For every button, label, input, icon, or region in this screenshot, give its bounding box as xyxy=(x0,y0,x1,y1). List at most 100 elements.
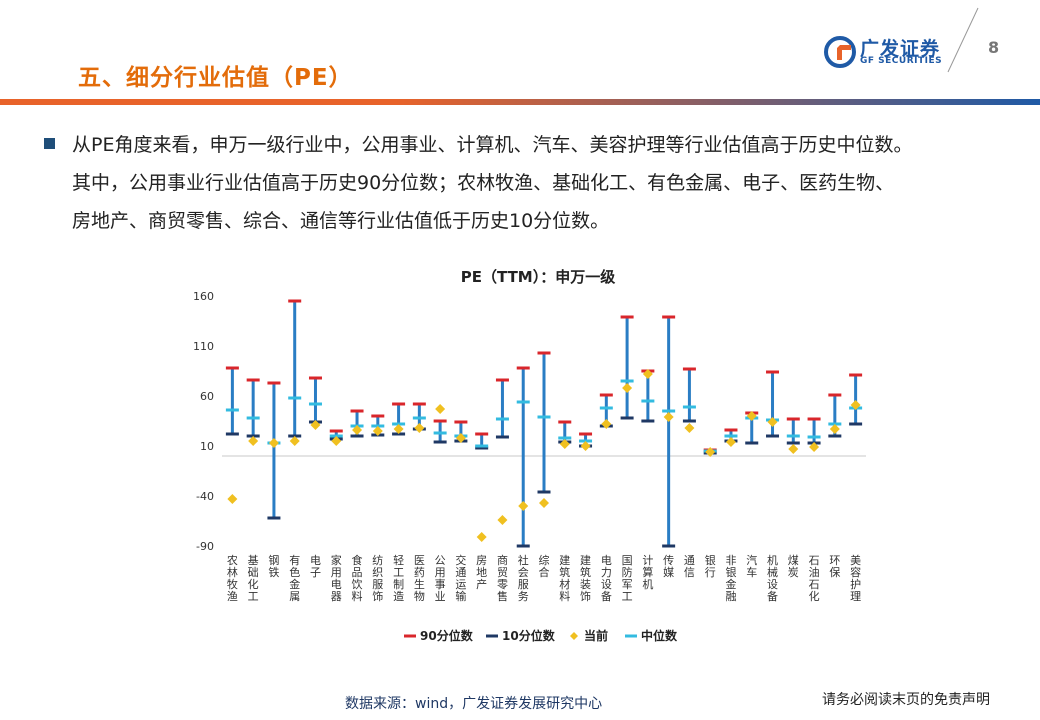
current-mark xyxy=(850,400,861,410)
header-color-bar xyxy=(0,99,1040,105)
current-mark xyxy=(518,501,529,511)
y-tick-label: -40 xyxy=(196,490,214,503)
x-tick-label: 石油石化 xyxy=(809,554,820,603)
legend-item: 90分位数 xyxy=(404,628,474,643)
bullet-square-icon xyxy=(44,138,55,149)
current-mark xyxy=(829,424,840,434)
current-mark xyxy=(497,515,508,525)
gf-logo-icon xyxy=(824,36,856,68)
current-mark xyxy=(767,417,778,427)
x-tick-label: 计算机 xyxy=(642,554,653,591)
industry-range-group xyxy=(579,432,593,451)
current-mark xyxy=(539,498,549,508)
x-tick-label: 家用电器 xyxy=(331,553,342,603)
page-number: 8 xyxy=(988,38,1000,57)
company-logo: 广发证券 GF SECURITIES xyxy=(824,34,944,70)
current-mark xyxy=(642,369,653,379)
x-tick-label: 传媒 xyxy=(663,554,674,579)
current-mark xyxy=(725,437,736,447)
current-mark xyxy=(684,423,695,433)
current-mark xyxy=(746,411,757,421)
current-mark xyxy=(372,426,383,436)
industry-range-group xyxy=(246,378,260,446)
current-mark xyxy=(705,447,716,457)
industry-range-group xyxy=(682,367,696,433)
legend-item: 中位数 xyxy=(625,628,678,643)
industry-range-group xyxy=(599,393,613,429)
x-tick-label: 公用事业 xyxy=(435,554,446,603)
y-tick-label: -90 xyxy=(196,540,214,553)
legend-item: 10分位数 xyxy=(486,628,556,643)
industry-range-group xyxy=(454,420,468,443)
x-tick-label: 银行 xyxy=(705,553,716,579)
current-mark xyxy=(809,442,820,452)
chart-marks xyxy=(225,299,863,548)
current-mark xyxy=(455,433,466,443)
current-mark xyxy=(268,438,279,448)
x-tick-label: 汽车 xyxy=(746,553,757,579)
industry-range-group xyxy=(329,429,343,446)
chart-legend: 90分位数 10分位数 当前 中位数 xyxy=(404,628,678,643)
industry-range-group xyxy=(516,366,530,548)
x-tick-label: 建筑材料 xyxy=(559,553,570,603)
current-mark xyxy=(393,424,404,434)
x-tick-label: 钢铁 xyxy=(268,554,279,579)
legend-label: 90分位数 xyxy=(420,628,474,643)
x-tick-label: 轻工制造 xyxy=(393,553,404,603)
industry-range-group xyxy=(392,402,406,436)
legend-label: 10分位数 xyxy=(502,628,556,643)
x-tick-label: 农林牧渔 xyxy=(227,553,238,603)
x-tick-label: 建筑装饰 xyxy=(580,553,591,603)
x-tick-label: 国防军工 xyxy=(622,554,633,603)
x-tick-label: 电力设备 xyxy=(601,554,612,603)
current-mark xyxy=(622,383,633,393)
industry-range-group xyxy=(724,428,738,447)
x-tick-label: 基础化工 xyxy=(248,554,259,603)
industry-range-group xyxy=(267,381,281,520)
summary-line: 从PE角度来看，申万一级行业中，公用事业、计算机、汽车、美容护理等行业估值高于历… xyxy=(72,134,913,156)
industry-range-group xyxy=(786,417,800,454)
x-tick-label: 社会服务 xyxy=(518,553,529,603)
industry-range-group xyxy=(537,351,551,508)
x-tick-label: 通信 xyxy=(684,554,695,579)
industry-range-group xyxy=(371,414,385,437)
current-mark xyxy=(476,532,487,542)
current-mark xyxy=(601,419,612,429)
current-mark xyxy=(248,436,259,446)
x-tick-label: 美容护理 xyxy=(850,554,861,603)
page-title: 五、细分行业估值（PE） xyxy=(78,65,353,91)
industry-range-group xyxy=(475,432,489,542)
industry-range-group xyxy=(641,369,655,423)
industry-range-group xyxy=(807,417,821,452)
current-mark xyxy=(580,441,591,451)
logo-text-en: GF SECURITIES xyxy=(860,56,943,66)
y-tick-label: 160 xyxy=(193,290,214,303)
current-mark xyxy=(663,412,674,422)
legend-swatch xyxy=(570,632,578,640)
current-mark xyxy=(414,423,425,433)
summary-line: 其中，公用事业行业估值高于历史90分位数；农林牧渔、基础化工、有色金属、电子、医… xyxy=(72,172,895,194)
x-tick-label: 环保 xyxy=(829,554,840,579)
disclaimer-link[interactable]: 请务必阅读末页的免责声明 xyxy=(822,692,990,708)
industry-range-group xyxy=(308,376,322,430)
industry-range-group xyxy=(288,299,302,446)
industry-range-group xyxy=(828,393,842,438)
current-mark xyxy=(310,420,321,430)
legend-item: 当前 xyxy=(570,628,608,643)
current-mark xyxy=(352,425,363,435)
industry-range-group xyxy=(350,409,364,438)
x-tick-label: 纺织服饰 xyxy=(372,553,383,603)
current-mark xyxy=(227,494,238,504)
legend-label: 当前 xyxy=(584,628,608,643)
x-tick-label: 有色金属 xyxy=(289,553,300,603)
x-tick-label: 房地产 xyxy=(476,554,487,591)
x-tick-label: 食品饮料 xyxy=(352,553,363,603)
x-axis: 农林牧渔基础化工钢铁有色金属电子家用电器食品饮料纺织服饰轻工制造医药生物公用事业… xyxy=(227,553,861,603)
x-tick-label: 医药生物 xyxy=(414,554,425,603)
current-mark xyxy=(289,436,300,446)
summary-line: 房地产、商贸零售、综合、通信等行业估值低于历史10分位数。 xyxy=(72,210,610,232)
industry-range-group xyxy=(620,315,634,420)
y-tick-label: 110 xyxy=(193,340,214,353)
summary-paragraph: 从PE角度来看，申万一级行业中，公用事业、计算机、汽车、美容护理等行业估值高于历… xyxy=(72,126,1012,240)
